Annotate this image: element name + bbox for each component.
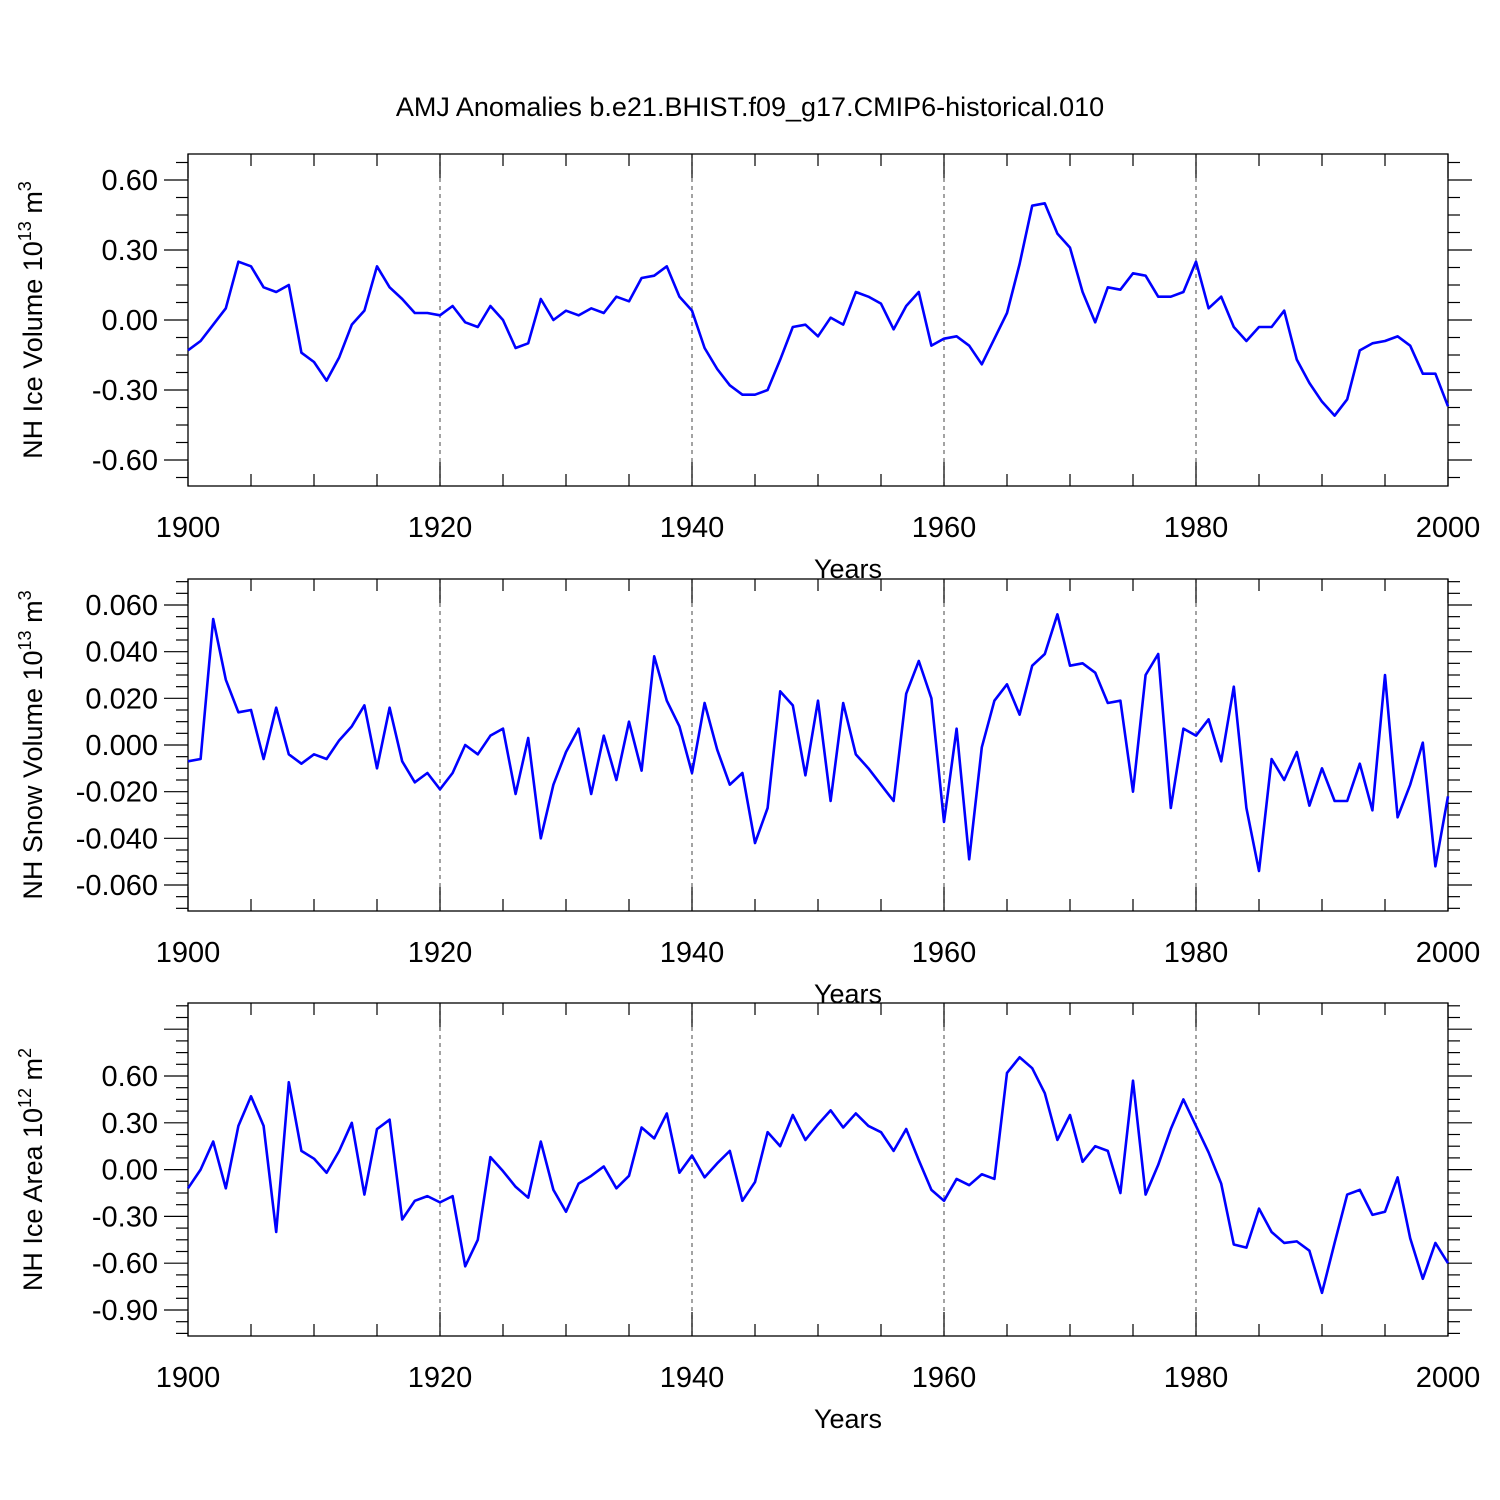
- y-tick-label: 0.040: [85, 637, 158, 669]
- plot-frame: [187, 153, 1449, 487]
- y-tick-label: -0.30: [92, 375, 158, 407]
- x-tick-label: 2000: [1416, 512, 1481, 544]
- y-tick-label: -0.060: [76, 870, 158, 902]
- x-tick-label: 1980: [1164, 1362, 1229, 1394]
- y-tick-label: 0.60: [102, 1061, 158, 1093]
- y-tick-label: 0.00: [102, 305, 158, 337]
- x-tick-label: 1960: [912, 937, 977, 969]
- data-points: [188, 1057, 1448, 1293]
- y-tick-label: -0.30: [92, 1201, 158, 1233]
- panel-ice-area: -0.90 -0.60 -0.30 0.00 0.30 0.60 1900 1920 1940 1…: [15, 1002, 1481, 1434]
- y-tick-label: 0.000: [85, 730, 158, 762]
- x-tick-label: 1900: [156, 512, 221, 544]
- x-axis-title: Years: [814, 979, 882, 1009]
- y-tick-label: 0.60: [102, 165, 158, 197]
- y-axis-title-unit-exponent: 3: [15, 590, 35, 600]
- chart-title: AMJ Anomalies b.e21.BHIST.f09_g17.CMIP6-…: [396, 92, 1104, 122]
- data-points: [188, 614, 1448, 871]
- y-tick-label: 0.060: [85, 590, 158, 622]
- x-tick-label: 1980: [1164, 937, 1229, 969]
- data-points: [188, 203, 1448, 415]
- y-axis-title-unit: m: [18, 600, 48, 630]
- y-axis-title: NH Snow Volume 1013 m3: [15, 590, 48, 899]
- x-tick-label: 1920: [408, 937, 473, 969]
- x-tick-label: 2000: [1416, 937, 1481, 969]
- x-tick-label: 1940: [660, 937, 725, 969]
- series-line-ice-volume: [187, 202, 1450, 417]
- y-tick-label: -0.60: [92, 1248, 158, 1280]
- y-axis-title-unit-exponent: 3: [15, 181, 35, 191]
- x-tick-label: 1920: [408, 512, 473, 544]
- x-tick-label: 1960: [912, 1362, 977, 1394]
- x-tick-label: 2000: [1416, 1362, 1481, 1394]
- y-tick-label: -0.90: [92, 1295, 158, 1327]
- y-tick-label: -0.60: [92, 445, 158, 477]
- y-tick-label: 0.30: [102, 235, 158, 267]
- y-axis-title-main: NH Ice Area 10: [18, 1108, 48, 1291]
- y-axis-title: NH Ice Volume 1013 m3: [15, 181, 48, 459]
- y-axis-title-main: NH Snow Volume 10: [18, 650, 48, 899]
- y-axis-title-exponent: 13: [15, 221, 35, 241]
- y-tick-label: -0.020: [76, 777, 158, 809]
- x-tick-label: 1940: [660, 1362, 725, 1394]
- x-axis-title: Years: [814, 1404, 882, 1434]
- x-tick-label: 1980: [1164, 512, 1229, 544]
- panel-snow-volume: -0.060 -0.040 -0.020 0.000 0.020 0.040 0.060 19…: [15, 578, 1481, 1009]
- y-tick-label: 0.00: [102, 1155, 158, 1187]
- y-tick-label: 0.020: [85, 683, 158, 715]
- y-axis-title-main: NH Ice Volume 10: [18, 241, 48, 459]
- y-tick-label: 0.30: [102, 1108, 158, 1140]
- y-axis-title: NH Ice Area 1012 m2: [15, 1048, 48, 1291]
- panel-ice-volume: -0.60 -0.30 0.00 0.30 0.60 1900 1920 1940 1960 19…: [15, 153, 1481, 584]
- x-tick-label: 1960: [912, 512, 977, 544]
- y-tick-label: -0.040: [76, 823, 158, 855]
- y-axis-title-exponent: 13: [15, 630, 35, 650]
- panels: -0.60 -0.30 0.00 0.30 0.60 1900 1920 1940 1960 19…: [15, 153, 1481, 1434]
- x-tick-label: 1900: [156, 937, 221, 969]
- x-tick-label: 1900: [156, 1362, 221, 1394]
- series-line-ice-area: [186, 1055, 1450, 1295]
- y-axis-title-unit: m: [18, 1058, 48, 1088]
- y-axis-title-unit: m: [18, 191, 48, 221]
- x-tick-label: 1920: [408, 1362, 473, 1394]
- y-axis-title-unit-exponent: 2: [15, 1048, 35, 1058]
- y-axis-title-exponent: 12: [15, 1088, 35, 1108]
- series-line-snow-volume: [187, 613, 1450, 873]
- plot-frame: [187, 1002, 1449, 1337]
- x-tick-label: 1940: [660, 512, 725, 544]
